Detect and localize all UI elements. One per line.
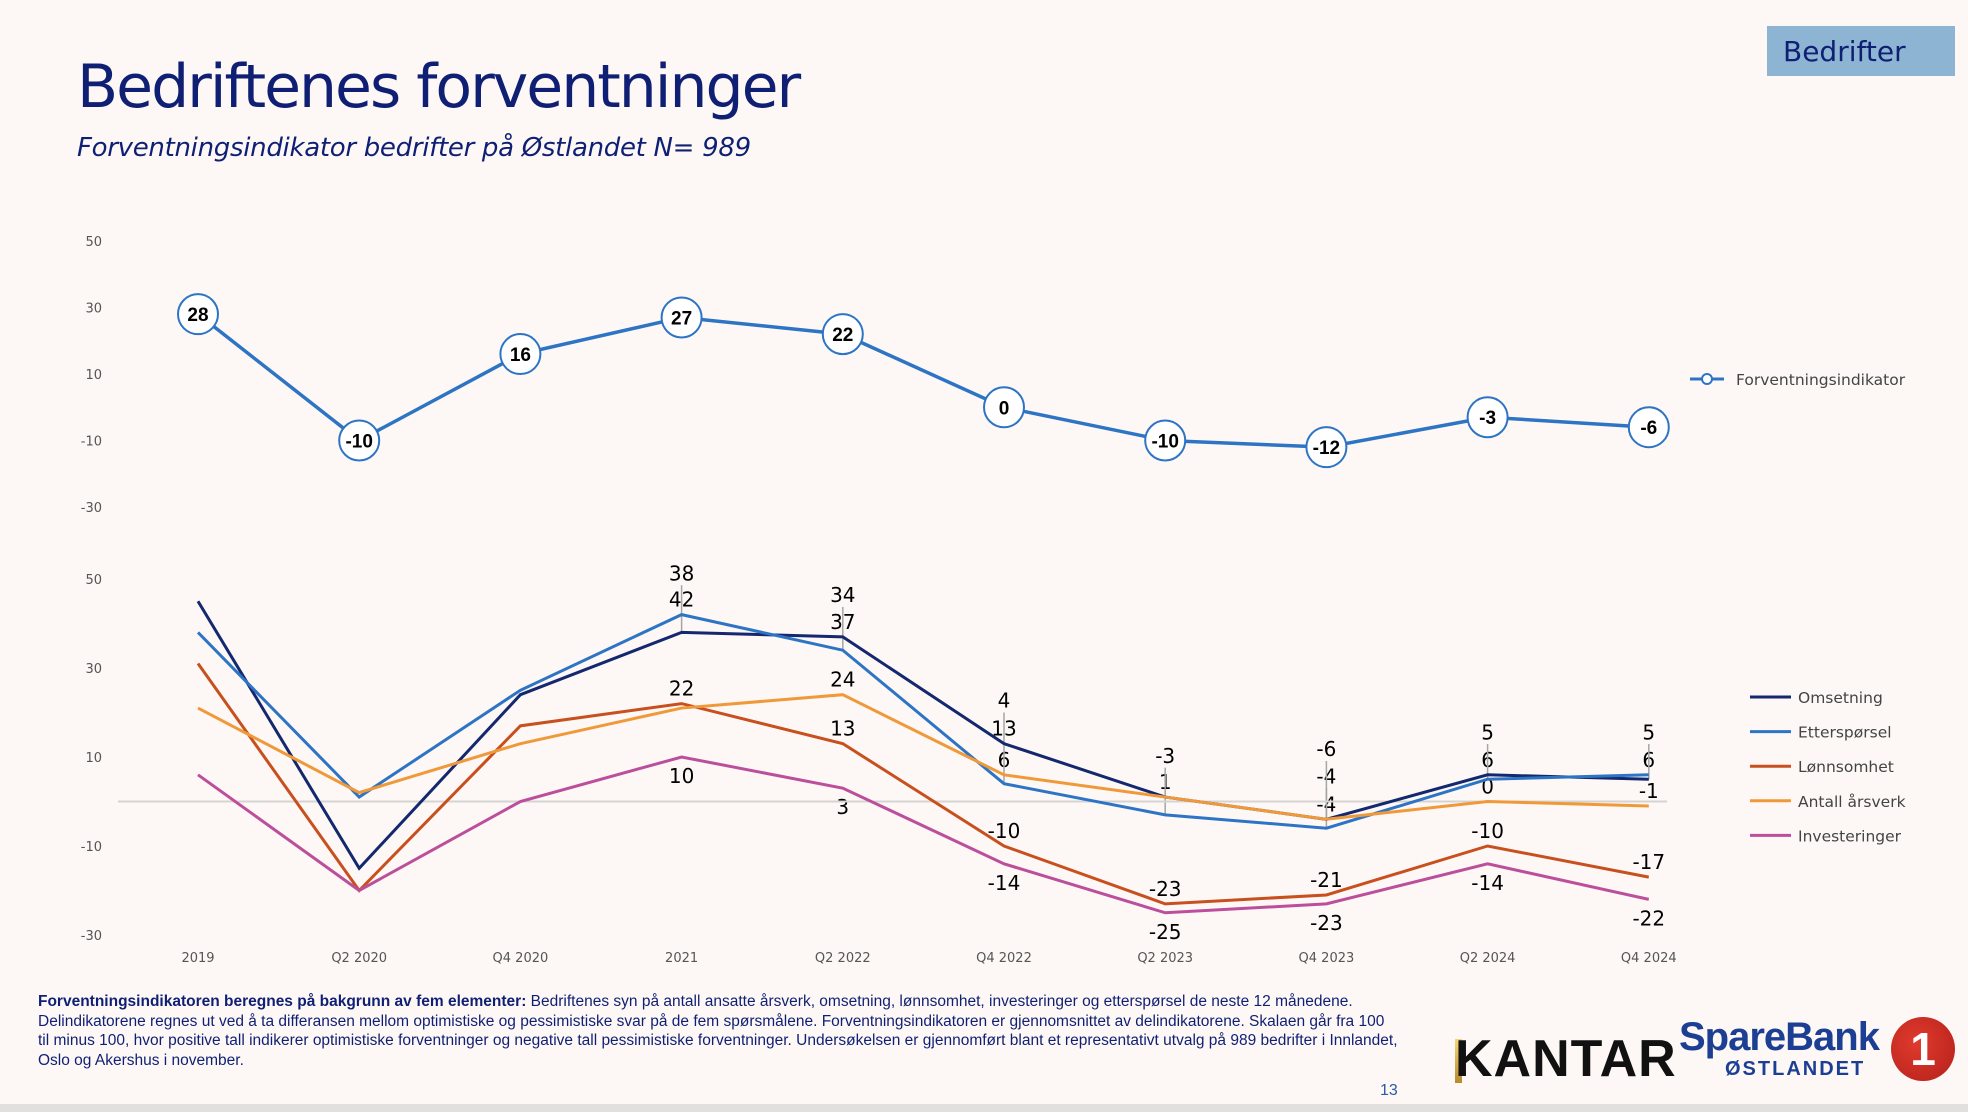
sparebank-logo-region: ØSTLANDET xyxy=(1725,1058,1866,1080)
legend-label: Lønnsomhet xyxy=(1798,758,1894,776)
series-line xyxy=(196,600,1649,871)
bottom-chart: 423822103734241331364-10-141-3-23-25-4-4… xyxy=(81,561,1906,966)
x-tick-label: 2019 xyxy=(181,951,214,966)
top-y-tick-label: -30 xyxy=(81,501,102,516)
top-data-label: -10 xyxy=(1151,432,1178,453)
top-data-label: -3 xyxy=(1479,408,1496,429)
top-y-tick-label: 10 xyxy=(85,368,102,383)
data-label: 38 xyxy=(669,561,694,585)
data-label: 5 xyxy=(1481,720,1494,744)
bottom-data-labels: 423822103734241331364-10-141-3-23-25-4-4… xyxy=(669,561,1665,943)
data-label: 34 xyxy=(830,583,855,607)
sparebank-logo-name: SpareBank xyxy=(1679,1015,1880,1059)
kantar-logo: KANTAR xyxy=(1455,1030,1677,1088)
top-data-marker xyxy=(983,386,1025,429)
top-data-marker xyxy=(1144,419,1187,462)
data-label: -10 xyxy=(1471,819,1504,843)
data-label: 4 xyxy=(998,689,1011,713)
top-data-label: 28 xyxy=(187,305,208,326)
top-data-label: -12 xyxy=(1313,438,1340,459)
top-y-tick-label: -10 xyxy=(81,435,102,450)
data-label: 3 xyxy=(836,795,849,819)
top-y-tick-label: 30 xyxy=(85,302,102,317)
top-data-label: -10 xyxy=(345,432,372,453)
series-line xyxy=(196,662,1650,906)
bottom-bar xyxy=(0,1104,1968,1112)
legend-label-forventningsindikator: Forventningsindikator xyxy=(1736,371,1906,389)
bottom-y-tick-label: -10 xyxy=(81,840,102,855)
series-line xyxy=(197,755,1650,915)
footnote: Forventningsindikatoren beregnes på bakg… xyxy=(38,992,1398,1070)
page-subtitle: Forventningsindikator bedrifter på Østla… xyxy=(77,133,751,163)
section-badge: Bedrifter xyxy=(1767,26,1955,76)
logos: KANTAR SpareBank ØSTLANDET 1 xyxy=(1455,1015,1960,1088)
page-number: 13 xyxy=(1380,1082,1398,1099)
series-line xyxy=(197,693,1649,821)
x-tick-label: Q4 2023 xyxy=(1299,951,1355,966)
charts-canvas: 50 30 10 -10 -30 28 -10 16 27 22 0 -10 -12 -3 -6 Forven… xyxy=(81,235,1906,966)
bottom-y-tick-label: -30 xyxy=(81,929,102,944)
footnote-bold: Forventningsindikatoren beregnes på bakg… xyxy=(38,993,527,1010)
data-label: -23 xyxy=(1310,911,1343,935)
data-label: 22 xyxy=(669,677,694,701)
data-label: 5 xyxy=(1642,720,1655,744)
top-data-marker xyxy=(821,313,864,356)
page-title: Bedriftenes forventninger xyxy=(77,52,801,122)
x-tick-label: Q4 2024 xyxy=(1621,951,1677,966)
data-label: 13 xyxy=(830,717,855,741)
data-label: -3 xyxy=(1155,744,1175,768)
x-tick-label: Q2 2023 xyxy=(1137,951,1193,966)
sparebank-one-icon: 1 xyxy=(1891,1017,1955,1081)
legend-marker-forventningsindikator xyxy=(1701,373,1713,385)
top-chart: 50 30 10 -10 -30 28 -10 16 27 22 0 -10 -12 -3 -6 Forven… xyxy=(81,235,1906,516)
top-data-marker xyxy=(499,333,542,376)
top-data-label: 27 xyxy=(671,308,692,329)
x-tick-label: Q2 2020 xyxy=(331,951,387,966)
series-line xyxy=(196,613,1649,830)
top-data-marker xyxy=(1305,426,1348,469)
data-label: -17 xyxy=(1632,850,1665,874)
x-tick-label: Q4 2020 xyxy=(493,951,549,966)
top-data-marker xyxy=(1466,396,1509,439)
data-label: -22 xyxy=(1632,906,1665,930)
x-tick-label: Q2 2022 xyxy=(815,951,871,966)
top-data-label: -6 xyxy=(1640,418,1657,439)
legend-label: Investeringer xyxy=(1798,827,1902,845)
legend-label: Omsetning xyxy=(1798,689,1883,707)
top-data-label: 16 xyxy=(510,345,531,366)
top-data-marker xyxy=(1627,406,1670,449)
kantar-accent-bar xyxy=(1455,1039,1462,1083)
data-label: 10 xyxy=(669,764,694,788)
bottom-y-tick-label: 10 xyxy=(85,751,102,766)
footnote-text: Bedriftenes syn på antall ansatte årsver… xyxy=(38,993,1398,1069)
legend-label: Etterspørsel xyxy=(1798,724,1892,742)
data-label: -1 xyxy=(1639,779,1659,803)
data-label: -14 xyxy=(988,871,1021,895)
bottom-y-tick-label: 50 xyxy=(85,573,102,588)
bottom-y-tick-label: 30 xyxy=(85,662,102,677)
data-label: -21 xyxy=(1310,868,1343,892)
top-data-marker xyxy=(177,293,219,336)
legend-label: Antall årsverk xyxy=(1798,793,1906,811)
x-tick-label: 2021 xyxy=(665,951,698,966)
data-label: -23 xyxy=(1149,877,1182,901)
x-tick-label: Q4 2022 xyxy=(976,951,1032,966)
top-data-marker xyxy=(338,419,381,462)
top-series-line xyxy=(196,312,1649,449)
data-label: 24 xyxy=(830,668,855,692)
top-y-tick-label: 50 xyxy=(85,235,102,250)
section-badge-label: Bedrifter xyxy=(1783,35,1906,68)
x-tick-label: Q2 2024 xyxy=(1460,951,1516,966)
top-data-marker xyxy=(660,296,703,339)
data-label: -25 xyxy=(1149,920,1182,944)
data-label: -14 xyxy=(1471,871,1504,895)
top-data-label: 22 xyxy=(832,325,853,346)
data-label: -6 xyxy=(1316,737,1336,761)
top-data-label: 0 xyxy=(999,398,1010,419)
